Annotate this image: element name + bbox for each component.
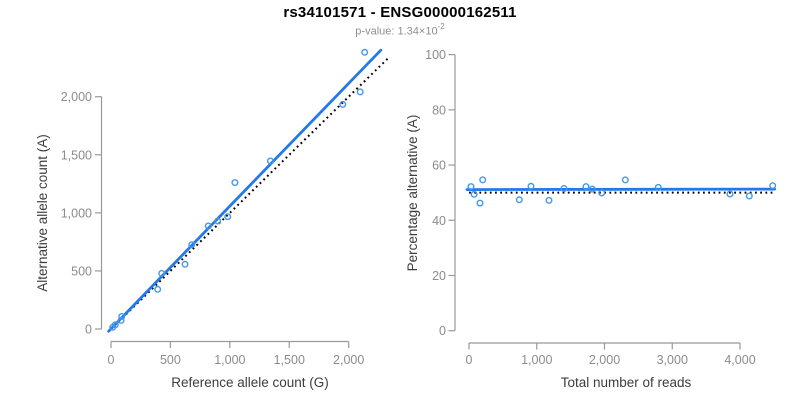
- data-point: [515, 196, 523, 204]
- data-point: [188, 241, 196, 249]
- data-point: [154, 285, 162, 293]
- y-tick-label: 80: [432, 103, 446, 117]
- x-tick-label: 1,000: [214, 353, 245, 367]
- figure-subtitle: p-value: 1.34×10-2: [0, 22, 800, 38]
- fit-line: [107, 48, 383, 333]
- data-point: [231, 179, 239, 187]
- y-axis-title: Alternative allele count (A): [35, 134, 50, 292]
- data-point: [527, 182, 535, 190]
- data-point: [476, 199, 484, 207]
- data-point: [769, 182, 777, 190]
- y-tick-label: 0: [439, 324, 446, 338]
- y-tick-label: 100: [425, 48, 446, 62]
- y-tick-label: 2,000: [61, 90, 92, 104]
- data-point: [470, 190, 478, 198]
- x-tick-label: 4,000: [724, 353, 755, 367]
- percentage-vs-reads-scatter: 0 1,000 2,000 3,000 4,000 0 20 40 60 80 100 Total n…: [405, 48, 777, 390]
- data-point: [582, 183, 590, 191]
- x-axis-title: Reference allele count (G): [171, 375, 329, 390]
- x-tick-label: 0: [108, 353, 115, 367]
- x-tick-label: 2,000: [589, 353, 620, 367]
- data-point: [181, 260, 189, 268]
- data-point: [214, 217, 222, 225]
- data-point: [745, 192, 753, 200]
- x-tick-label: 0: [466, 353, 473, 367]
- data-point: [654, 183, 662, 191]
- data-point: [560, 184, 568, 192]
- data-point: [356, 88, 364, 96]
- y-tick-label: 500: [71, 264, 92, 278]
- y-tick-label: 40: [432, 214, 446, 228]
- p-value-exponent: -2: [437, 22, 445, 31]
- data-point: [621, 176, 629, 184]
- data-point: [117, 316, 125, 324]
- data-point: [467, 183, 475, 191]
- y-tick-label: 1,000: [61, 206, 92, 220]
- y-tick-label: 60: [432, 159, 446, 173]
- figure-title: rs34101571 - ENSG00000162511: [283, 4, 517, 21]
- x-tick-label: 3,000: [657, 353, 688, 367]
- y-axis-title: Percentage alternative (A): [405, 115, 420, 272]
- data-point: [204, 222, 212, 230]
- y-tick-label: 1,500: [61, 148, 92, 162]
- data-point: [361, 48, 369, 56]
- data-point: [118, 313, 126, 321]
- fit-line: [465, 187, 776, 192]
- data-point: [588, 185, 596, 193]
- p-value-text: p-value: 1.34×10: [355, 25, 438, 38]
- allele-counts-scatter: 0 500 1,000 1,500 2,000 0 500 1,000 1,500 2,000 Re…: [35, 48, 389, 390]
- data-point: [598, 189, 606, 197]
- y-tick-label: 0: [85, 323, 92, 337]
- data-point: [111, 321, 119, 329]
- x-tick-label: 1,000: [521, 353, 552, 367]
- data-point: [545, 196, 553, 204]
- data-point: [479, 176, 487, 184]
- data-point: [266, 157, 274, 165]
- data-point: [339, 100, 347, 108]
- x-axis-title: Total number of reads: [561, 375, 692, 390]
- x-tick-label: 2,000: [333, 353, 364, 367]
- x-tick-label: 1,500: [274, 353, 305, 367]
- data-point: [726, 190, 734, 198]
- data-point: [224, 213, 232, 221]
- x-tick-label: 500: [160, 353, 181, 367]
- reference-line: [110, 57, 389, 330]
- data-point: [158, 269, 166, 277]
- y-tick-label: 20: [432, 269, 446, 283]
